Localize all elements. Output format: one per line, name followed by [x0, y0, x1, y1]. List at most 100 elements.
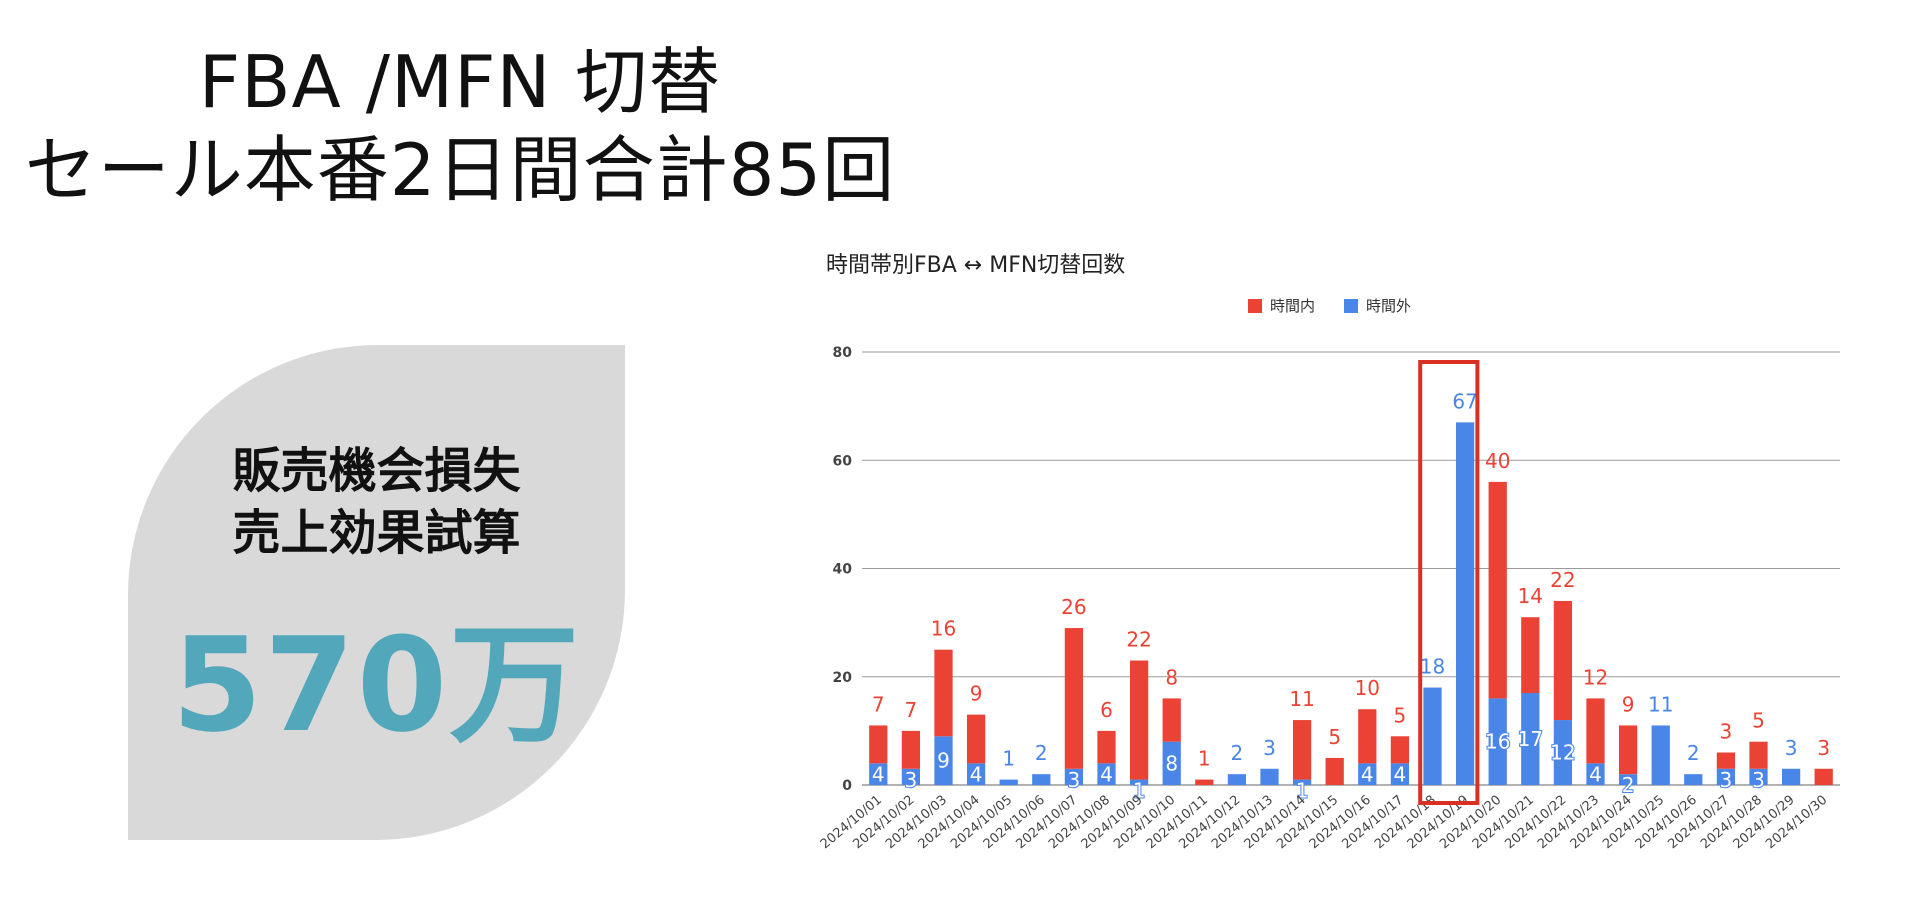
data-label-out-hours: 1	[1002, 747, 1015, 771]
y-tick-label: 60	[833, 453, 853, 469]
bar-out-hours	[1521, 692, 1540, 785]
legend-swatch-in-hours	[1248, 299, 1262, 313]
data-label-out-hours: 67	[1452, 389, 1477, 413]
data-label-out-hours: 3	[1263, 736, 1276, 760]
data-label-in-hours: 5	[1752, 709, 1765, 733]
data-label-in-hours: 12	[1583, 665, 1608, 689]
bar-out-hours	[1716, 768, 1736, 785]
data-label-out-hours: 1	[1133, 779, 1146, 803]
bar-in-hours	[1488, 481, 1507, 699]
data-label-out-hours: 3	[1068, 768, 1081, 792]
bar-in-hours	[1358, 709, 1377, 764]
chart-grid: 0 20 40 60 80	[833, 345, 1840, 794]
data-label-in-hours: 3	[1720, 720, 1733, 744]
card-heading: 販売機会損失 売上効果試算	[128, 440, 625, 564]
data-label-out-hours: 4	[1361, 762, 1374, 786]
bar-in-hours	[934, 649, 953, 737]
bar-in-hours	[1553, 600, 1573, 721]
highlight-box	[1418, 360, 1480, 805]
bar-in-hours	[1586, 698, 1605, 764]
bar-in-hours	[1521, 617, 1540, 693]
data-label-in-hours: 22	[1126, 628, 1151, 652]
data-label-out-hours: 4	[1100, 762, 1113, 786]
chart-title: 時間帯別FBA ↔ MFN切替回数	[826, 253, 1125, 278]
bar-in-hours	[1195, 779, 1214, 785]
bar-out-hours	[1455, 422, 1475, 785]
bar-in-hours	[1064, 628, 1084, 769]
bar-out-hours	[869, 763, 888, 785]
bar-out-hours	[1423, 687, 1442, 785]
bar-out-hours	[1390, 763, 1410, 785]
bar-in-hours	[1814, 768, 1833, 785]
bar-out-hours	[934, 736, 953, 785]
bar-out-hours	[1553, 720, 1573, 785]
data-label-out-hours: 18	[1420, 655, 1445, 679]
chart-x-axis: 2024/10/012024/10/022024/10/032024/10/04…	[818, 793, 1830, 853]
bar-out-hours	[1651, 725, 1670, 785]
data-label-out-hours: 2	[1231, 741, 1244, 765]
data-label-in-hours: 8	[1165, 665, 1178, 689]
legend-swatch-out-hours	[1344, 299, 1358, 313]
data-label-out-hours: 2	[1687, 741, 1700, 765]
data-label-out-hours: 4	[872, 762, 885, 786]
data-label-out-hours: 3	[1752, 768, 1765, 792]
bar-in-hours	[1390, 736, 1410, 764]
bar-out-hours	[999, 779, 1018, 785]
legend-label-in-hours: 時間内	[1270, 297, 1315, 315]
bar-out-hours	[1064, 768, 1084, 785]
data-label-in-hours: 7	[905, 698, 918, 722]
bar-out-hours	[1162, 741, 1181, 785]
data-label-out-hours: 8	[1165, 751, 1178, 775]
data-label-out-hours: 4	[1394, 762, 1407, 786]
data-label-out-hours: 4	[970, 762, 983, 786]
bar-in-hours	[1162, 698, 1181, 742]
bar-in-hours	[869, 725, 888, 764]
bar-out-hours	[1684, 774, 1703, 785]
data-label-in-hours: 16	[931, 617, 956, 641]
bar-out-hours	[1129, 779, 1149, 785]
bar-out-hours	[1032, 774, 1051, 785]
data-label-out-hours: 12	[1550, 741, 1575, 765]
bar-out-hours	[966, 763, 986, 785]
bar-in-hours	[1325, 757, 1344, 785]
bar-in-hours	[1097, 730, 1116, 764]
card-value: 570万	[171, 609, 582, 761]
y-tick-label: 80	[833, 345, 853, 361]
bar-in-hours	[1292, 720, 1312, 780]
data-label-in-hours: 40	[1485, 449, 1510, 473]
data-label-in-hours: 14	[1518, 584, 1543, 608]
y-tick-label: 20	[833, 670, 853, 686]
bar-in-hours	[1716, 752, 1736, 769]
chart-bars	[869, 422, 1833, 785]
card-heading-line2: 売上効果試算	[232, 505, 521, 561]
data-label-in-hours: 10	[1355, 676, 1380, 700]
bar-out-hours	[901, 768, 921, 785]
data-label-out-hours: 2	[1622, 773, 1635, 797]
bar-out-hours	[1097, 763, 1116, 785]
data-label-in-hours: 3	[1817, 736, 1830, 760]
bar-out-hours	[1781, 768, 1801, 785]
chart-highlight	[1418, 360, 1480, 805]
slide-title: FBA /MFN 切替 セール本番2日間合計85回	[20, 38, 900, 214]
data-label-out-hours: 9	[937, 749, 950, 773]
chart-legend: 時間内 時間外	[1248, 297, 1411, 315]
bar-in-hours	[901, 730, 921, 769]
data-label-in-hours: 22	[1550, 568, 1575, 592]
bar-out-hours	[1292, 779, 1312, 785]
bar-in-hours	[966, 714, 986, 764]
data-label-in-hours: 6	[1100, 698, 1113, 722]
bar-out-hours	[1749, 768, 1768, 785]
data-label-in-hours: 7	[872, 692, 885, 716]
data-label-out-hours: 4	[1589, 762, 1602, 786]
slide-title-line1: FBA /MFN 切替	[198, 40, 722, 124]
loss-estimate-card: 販売機会損失 売上効果試算 570万	[128, 345, 625, 840]
data-label-out-hours: 16	[1485, 730, 1510, 754]
data-label-out-hours: 11	[1648, 692, 1673, 716]
bar-out-hours	[1227, 774, 1247, 785]
bar-in-hours	[1129, 660, 1149, 780]
data-label-out-hours: 3	[1720, 768, 1733, 792]
data-label-in-hours: 5	[1328, 725, 1341, 749]
y-tick-label: 0	[842, 778, 852, 794]
